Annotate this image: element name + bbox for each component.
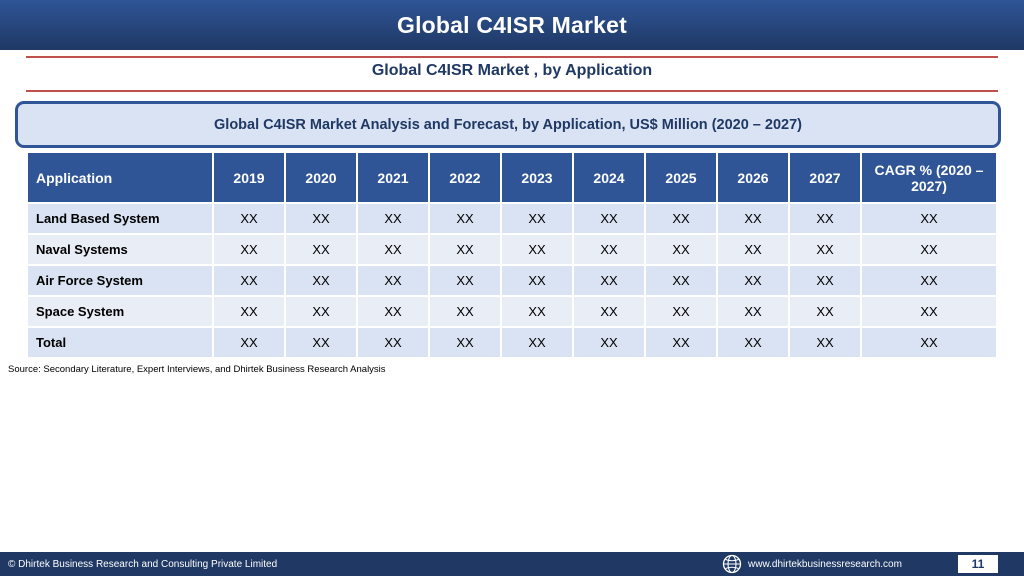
page-title: Global C4ISR Market: [396, 11, 628, 38]
column-header: 2027: [790, 153, 860, 202]
table-row: Naval Systems XX XX XX XX XX XX XX XX XX XX: [28, 235, 996, 264]
table-cell: XX: [214, 204, 284, 233]
table-cell: XX: [430, 235, 500, 264]
market-table: Application 2019 2020 2021 2022 2023 202…: [26, 151, 998, 359]
table-cell: XX: [862, 235, 996, 264]
table-cell: XX: [646, 297, 716, 326]
table-cell: XX: [790, 235, 860, 264]
table-cell: XX: [214, 235, 284, 264]
table-cell: XX: [358, 297, 428, 326]
section-subtitle: Global C4ISR Market , by Application: [371, 62, 653, 79]
table-cell: XX: [358, 328, 428, 357]
table-cell: XX: [790, 204, 860, 233]
column-header: 2026: [718, 153, 788, 202]
website-link[interactable]: www.dhirtekbusinessresearch.com: [748, 559, 902, 570]
table-caption-banner: Global C4ISR Market Analysis and Forecas…: [15, 101, 1001, 148]
column-header: 2024: [574, 153, 644, 202]
source-note: Source: Secondary Literature, Expert Int…: [8, 364, 386, 375]
table-cell: XX: [646, 235, 716, 264]
table-cell: XX: [286, 204, 356, 233]
bottom-divider: [26, 90, 998, 92]
table-row: Space System XX XX XX XX XX XX XX XX XX XX: [28, 297, 996, 326]
table-cell: XX: [862, 266, 996, 295]
table-cell: XX: [862, 297, 996, 326]
top-divider: [26, 56, 998, 58]
table-cell: XX: [286, 235, 356, 264]
table-cell: XX: [574, 328, 644, 357]
table-cell: XX: [286, 328, 356, 357]
table-cell: XX: [430, 266, 500, 295]
table-cell: XX: [286, 266, 356, 295]
table-cell: XX: [646, 204, 716, 233]
globe-icon: [722, 554, 742, 574]
table-cell: XX: [430, 204, 500, 233]
table-cell: XX: [574, 235, 644, 264]
row-label: Naval Systems: [28, 235, 212, 264]
table-cell: XX: [502, 328, 572, 357]
table-cell: XX: [502, 266, 572, 295]
column-header: 2020: [286, 153, 356, 202]
table-cell: XX: [718, 297, 788, 326]
table-header-row: Application 2019 2020 2021 2022 2023 202…: [28, 153, 996, 202]
table-cell: XX: [718, 204, 788, 233]
row-label: Air Force System: [28, 266, 212, 295]
table-cell: XX: [358, 204, 428, 233]
table-cell: XX: [646, 328, 716, 357]
column-header: 2025: [646, 153, 716, 202]
table-row: Air Force System XX XX XX XX XX XX XX XX XX XX: [28, 266, 996, 295]
column-header: 2023: [502, 153, 572, 202]
row-label: Land Based System: [28, 204, 212, 233]
row-label: Total: [28, 328, 212, 357]
table-cell: XX: [358, 266, 428, 295]
table-cell: XX: [502, 235, 572, 264]
table-cell: XX: [718, 266, 788, 295]
table-cell: XX: [214, 266, 284, 295]
title-bar: Global C4ISR Market: [0, 0, 1024, 50]
copyright-text: © Dhirtek Business Research and Consulti…: [8, 559, 278, 570]
table-cell: XX: [646, 266, 716, 295]
table-row: Land Based System XX XX XX XX XX XX XX XX XX XX: [28, 204, 996, 233]
page-number: 11: [958, 555, 998, 573]
column-header: 2019: [214, 153, 284, 202]
table-cell: XX: [430, 297, 500, 326]
column-header: CAGR % (2020 – 2027): [862, 153, 996, 202]
table-cell: XX: [862, 328, 996, 357]
table-cell: XX: [574, 266, 644, 295]
table-cell: XX: [358, 235, 428, 264]
table-cell: XX: [502, 297, 572, 326]
table-cell: XX: [502, 204, 572, 233]
column-header: 2022: [430, 153, 500, 202]
table-cell: XX: [574, 297, 644, 326]
column-header: 2021: [358, 153, 428, 202]
table-cell: XX: [718, 235, 788, 264]
table-cell: XX: [574, 204, 644, 233]
table-cell: XX: [790, 266, 860, 295]
column-header: Application: [28, 153, 212, 202]
table-cell: XX: [862, 204, 996, 233]
table-cell: XX: [790, 297, 860, 326]
table-cell: XX: [718, 328, 788, 357]
table-cell: XX: [214, 328, 284, 357]
table-row: Total XX XX XX XX XX XX XX XX XX XX: [28, 328, 996, 357]
footer-bar: © Dhirtek Business Research and Consulti…: [0, 552, 1024, 576]
table-cell: XX: [214, 297, 284, 326]
row-label: Space System: [28, 297, 212, 326]
table-cell: XX: [430, 328, 500, 357]
table-cell: XX: [286, 297, 356, 326]
table-cell: XX: [790, 328, 860, 357]
